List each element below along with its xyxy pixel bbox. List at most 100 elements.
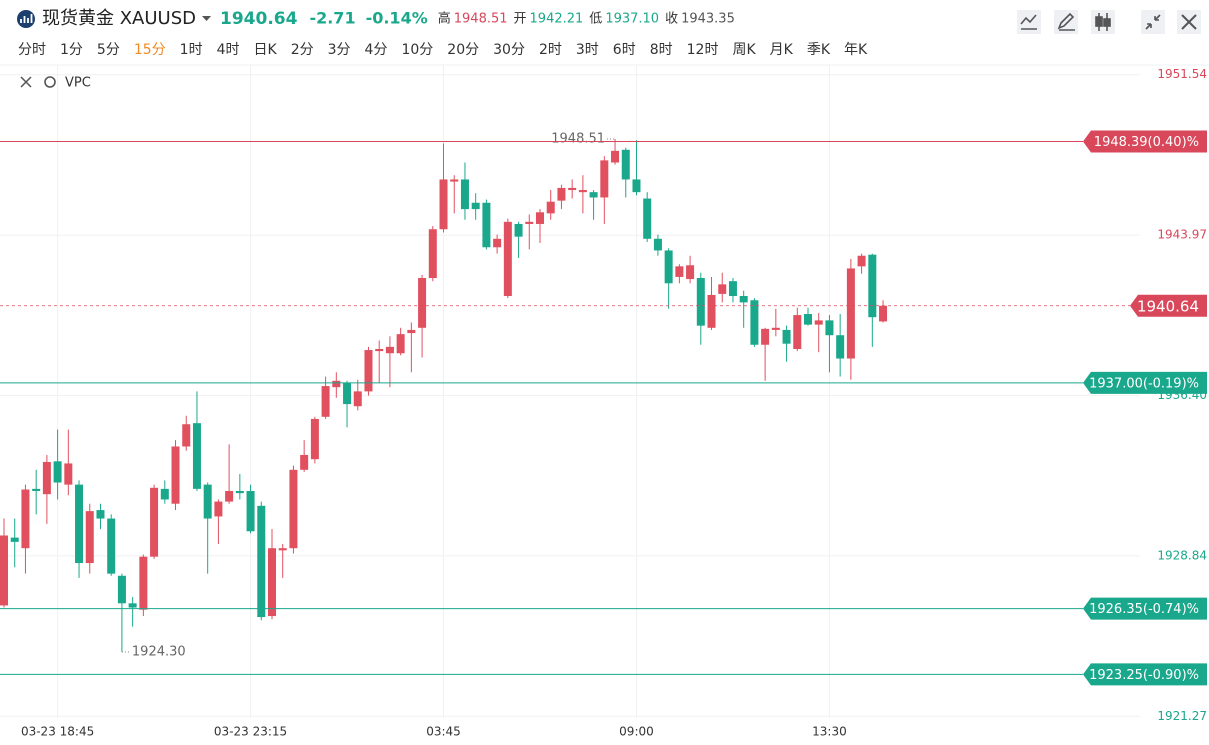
candle-body xyxy=(42,461,51,495)
candle-body xyxy=(96,510,105,519)
stat-value: 1942.21 xyxy=(530,12,584,27)
level-label: 1926.35(-0.74)% xyxy=(1089,602,1199,617)
candle-body xyxy=(578,190,587,193)
level-label: 1923.25(-0.90)% xyxy=(1089,668,1199,683)
candle-body xyxy=(428,229,437,278)
y-tick-label: 1928.84 xyxy=(1157,548,1207,562)
candle-body xyxy=(568,187,577,191)
timeframe[interactable]: 1分 xyxy=(60,42,83,58)
candle-body xyxy=(32,488,41,491)
indicator-settings[interactable] xyxy=(44,76,56,88)
candle-body xyxy=(728,281,737,297)
candle-body xyxy=(353,391,362,407)
timeframe[interactable]: 季K xyxy=(807,42,831,58)
timeframe[interactable]: 1时 xyxy=(180,42,203,58)
candle-body xyxy=(139,556,148,610)
candle-body xyxy=(53,461,62,483)
tool-draw-icon xyxy=(1020,14,1037,30)
candle-body xyxy=(289,469,298,549)
timeframe[interactable]: 周K xyxy=(732,42,756,58)
timeframe[interactable]: 分时 xyxy=(18,42,46,58)
candle-body xyxy=(268,548,276,617)
tool-candle[interactable] xyxy=(1091,10,1115,34)
candle-body xyxy=(85,511,94,564)
current-price-label: 1940.64 xyxy=(1137,297,1199,315)
x-tick-label: 03-23 23:15 xyxy=(214,725,287,739)
candle-body xyxy=(278,548,287,551)
candle-body xyxy=(10,537,19,542)
timeframe[interactable]: 2时 xyxy=(539,42,562,58)
candle-body xyxy=(793,315,802,349)
indicator-close[interactable] xyxy=(20,76,32,88)
timeframe[interactable]: 3分 xyxy=(328,42,351,58)
stat-label: 低 xyxy=(589,12,602,27)
candle-body xyxy=(460,179,469,210)
tool-shrink[interactable] xyxy=(1141,10,1165,34)
candle-body xyxy=(653,238,662,251)
timeframe[interactable]: 4分 xyxy=(365,42,388,58)
candle-body xyxy=(107,518,116,574)
candle-body xyxy=(418,277,427,328)
current-price-tag xyxy=(1130,294,1207,317)
candle-body xyxy=(75,484,84,564)
candle-body xyxy=(643,198,652,239)
timeframe[interactable]: 5分 xyxy=(97,42,120,58)
candle-body xyxy=(782,329,791,344)
timeframe[interactable]: 15分 xyxy=(134,42,166,58)
timeframe[interactable]: 3时 xyxy=(576,42,599,58)
symbol-dropdown[interactable] xyxy=(202,16,212,21)
candle-body xyxy=(128,603,137,608)
candle-body xyxy=(814,320,823,325)
timeframe[interactable]: 日K xyxy=(254,42,278,58)
timeframe[interactable]: 年K xyxy=(844,42,868,58)
timeframe[interactable]: 30分 xyxy=(493,42,525,58)
timeframe[interactable]: 2分 xyxy=(291,42,314,58)
candle-body xyxy=(632,179,641,193)
level-tag xyxy=(1083,597,1207,620)
indicator-name: VPC xyxy=(65,76,91,91)
tool-close-icon xyxy=(1181,14,1197,30)
timeframe[interactable]: 10分 xyxy=(401,42,433,58)
candle-body xyxy=(171,446,180,504)
candle-body xyxy=(310,418,319,460)
timeframe[interactable]: 20分 xyxy=(447,42,479,58)
x-tick-label: 09:00 xyxy=(619,725,654,739)
tool-pen-icon xyxy=(1057,12,1075,31)
level-label: 1937.00(-0.19)% xyxy=(1089,376,1199,391)
candle-body xyxy=(407,329,416,334)
y-tick-label: 1921.27 xyxy=(1157,709,1207,723)
timeframe[interactable]: 12时 xyxy=(687,42,719,58)
low-annotation: 1924.30 xyxy=(132,645,186,660)
change: -2.71 xyxy=(309,9,355,28)
candle-body xyxy=(375,348,384,352)
candle-body xyxy=(482,202,491,248)
timeframe[interactable]: 8时 xyxy=(650,42,673,58)
candle-body xyxy=(182,424,191,447)
stat-value: 1943.35 xyxy=(681,12,735,27)
y-tick-label: 1951.54 xyxy=(1157,67,1207,81)
candle-body xyxy=(621,149,630,180)
candle-body xyxy=(718,284,727,294)
candle-body xyxy=(836,335,845,359)
tool-candle-body xyxy=(1103,18,1111,27)
candle-body xyxy=(364,350,373,392)
timeframe[interactable]: 4时 xyxy=(217,42,240,58)
timeframe[interactable]: 月K xyxy=(770,42,794,58)
candle-body xyxy=(117,575,126,604)
level-tag xyxy=(1083,663,1207,686)
candle-body xyxy=(525,221,534,224)
candle-body xyxy=(225,490,234,502)
stat-label: 高 xyxy=(438,11,451,27)
candle-body xyxy=(160,488,169,500)
x-tick-label: 03-23 18:45 xyxy=(21,725,94,739)
tool-candle-body xyxy=(1095,16,1103,27)
level-tag xyxy=(1083,371,1207,394)
candle-body xyxy=(493,238,502,248)
x-tick-label: 03:45 xyxy=(426,725,461,739)
candle-body xyxy=(611,150,620,163)
candle-body xyxy=(804,314,812,325)
candle-body xyxy=(536,212,544,224)
timeframe[interactable]: 6时 xyxy=(613,42,636,58)
candle-body xyxy=(589,192,598,198)
stat-label: 开 xyxy=(514,12,527,27)
